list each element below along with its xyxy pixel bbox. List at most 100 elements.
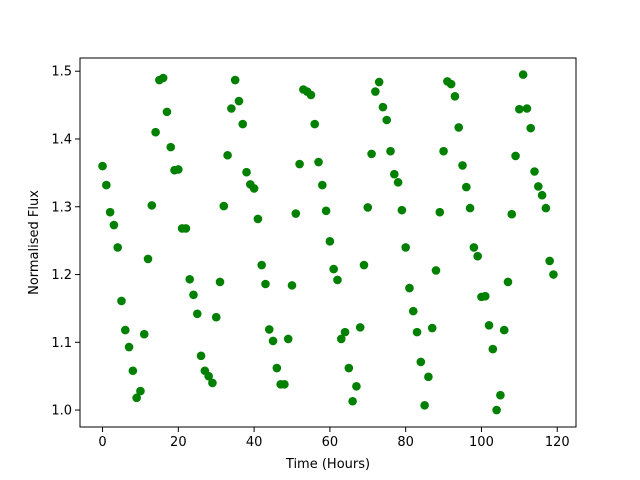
point xyxy=(480,291,490,301)
point xyxy=(162,107,172,117)
point xyxy=(306,90,316,100)
x-axis-label: Time (Hours) xyxy=(285,457,370,472)
point xyxy=(185,274,194,284)
point xyxy=(234,96,244,106)
point xyxy=(522,104,532,113)
point xyxy=(264,325,274,334)
point xyxy=(238,119,248,129)
point xyxy=(295,159,304,169)
point xyxy=(454,123,464,132)
point xyxy=(280,380,289,389)
point xyxy=(393,178,403,187)
point xyxy=(219,201,229,211)
point xyxy=(227,104,236,113)
point xyxy=(496,390,505,400)
point xyxy=(545,256,554,266)
point xyxy=(120,325,130,335)
point xyxy=(363,203,373,212)
point xyxy=(367,149,376,159)
y-axis-label: Normalised Flux xyxy=(27,190,42,295)
point xyxy=(469,243,479,252)
point xyxy=(143,254,153,264)
point xyxy=(242,167,251,177)
point xyxy=(223,150,232,160)
point xyxy=(181,224,191,233)
point xyxy=(371,87,380,96)
point xyxy=(511,151,520,161)
point xyxy=(435,207,445,217)
y-tick-label: 1.0 xyxy=(51,404,72,419)
point xyxy=(151,127,160,137)
point xyxy=(408,306,418,316)
point xyxy=(132,393,141,403)
point xyxy=(128,366,138,376)
point xyxy=(208,378,217,388)
x-tick-label: 100 xyxy=(469,435,494,450)
point xyxy=(416,357,426,367)
point xyxy=(549,270,558,279)
point xyxy=(473,251,482,261)
point xyxy=(314,157,323,167)
point xyxy=(439,146,448,156)
point xyxy=(499,325,509,335)
point xyxy=(405,283,414,293)
y-tick-label: 1.3 xyxy=(51,200,72,215)
point xyxy=(515,104,524,114)
point xyxy=(329,264,338,274)
point xyxy=(458,161,467,170)
point xyxy=(537,190,547,200)
y-tick-label: 1.4 xyxy=(51,132,72,147)
y-tick-label: 1.2 xyxy=(51,268,72,283)
point xyxy=(318,180,327,190)
point xyxy=(249,184,259,193)
point xyxy=(105,207,115,217)
point xyxy=(215,277,225,287)
point xyxy=(124,342,134,352)
point xyxy=(336,334,346,344)
point xyxy=(492,405,501,415)
x-tick-label: 40 xyxy=(246,435,263,450)
point xyxy=(174,165,183,174)
point xyxy=(359,260,369,270)
point xyxy=(390,169,399,179)
point xyxy=(333,275,342,285)
plot-frame xyxy=(79,57,577,428)
point xyxy=(261,279,270,289)
point xyxy=(98,161,107,171)
point xyxy=(196,351,206,361)
y-tick-label: 1.5 xyxy=(51,65,72,80)
point xyxy=(484,321,494,330)
x-tick-label: 0 xyxy=(98,435,106,450)
point xyxy=(158,73,168,83)
point xyxy=(272,363,282,373)
point xyxy=(374,77,384,87)
point xyxy=(355,323,365,332)
point xyxy=(503,277,513,287)
x-tick-label: 60 xyxy=(322,435,339,450)
point xyxy=(446,79,456,89)
point xyxy=(382,115,392,125)
point xyxy=(420,401,429,410)
y-tick-label: 1.1 xyxy=(51,336,72,351)
point xyxy=(147,201,157,210)
point xyxy=(378,102,388,112)
point xyxy=(518,70,528,79)
point xyxy=(348,396,357,406)
point xyxy=(139,329,149,339)
point xyxy=(541,203,551,213)
point xyxy=(325,237,335,246)
point xyxy=(431,266,441,275)
point xyxy=(424,372,433,382)
point xyxy=(253,214,263,224)
point xyxy=(166,142,176,152)
point xyxy=(427,323,437,333)
point xyxy=(507,209,517,219)
point xyxy=(230,75,240,85)
point xyxy=(136,386,145,396)
x-tick-label: 120 xyxy=(545,435,570,450)
point xyxy=(287,281,297,290)
point xyxy=(268,336,278,346)
point xyxy=(192,309,202,319)
